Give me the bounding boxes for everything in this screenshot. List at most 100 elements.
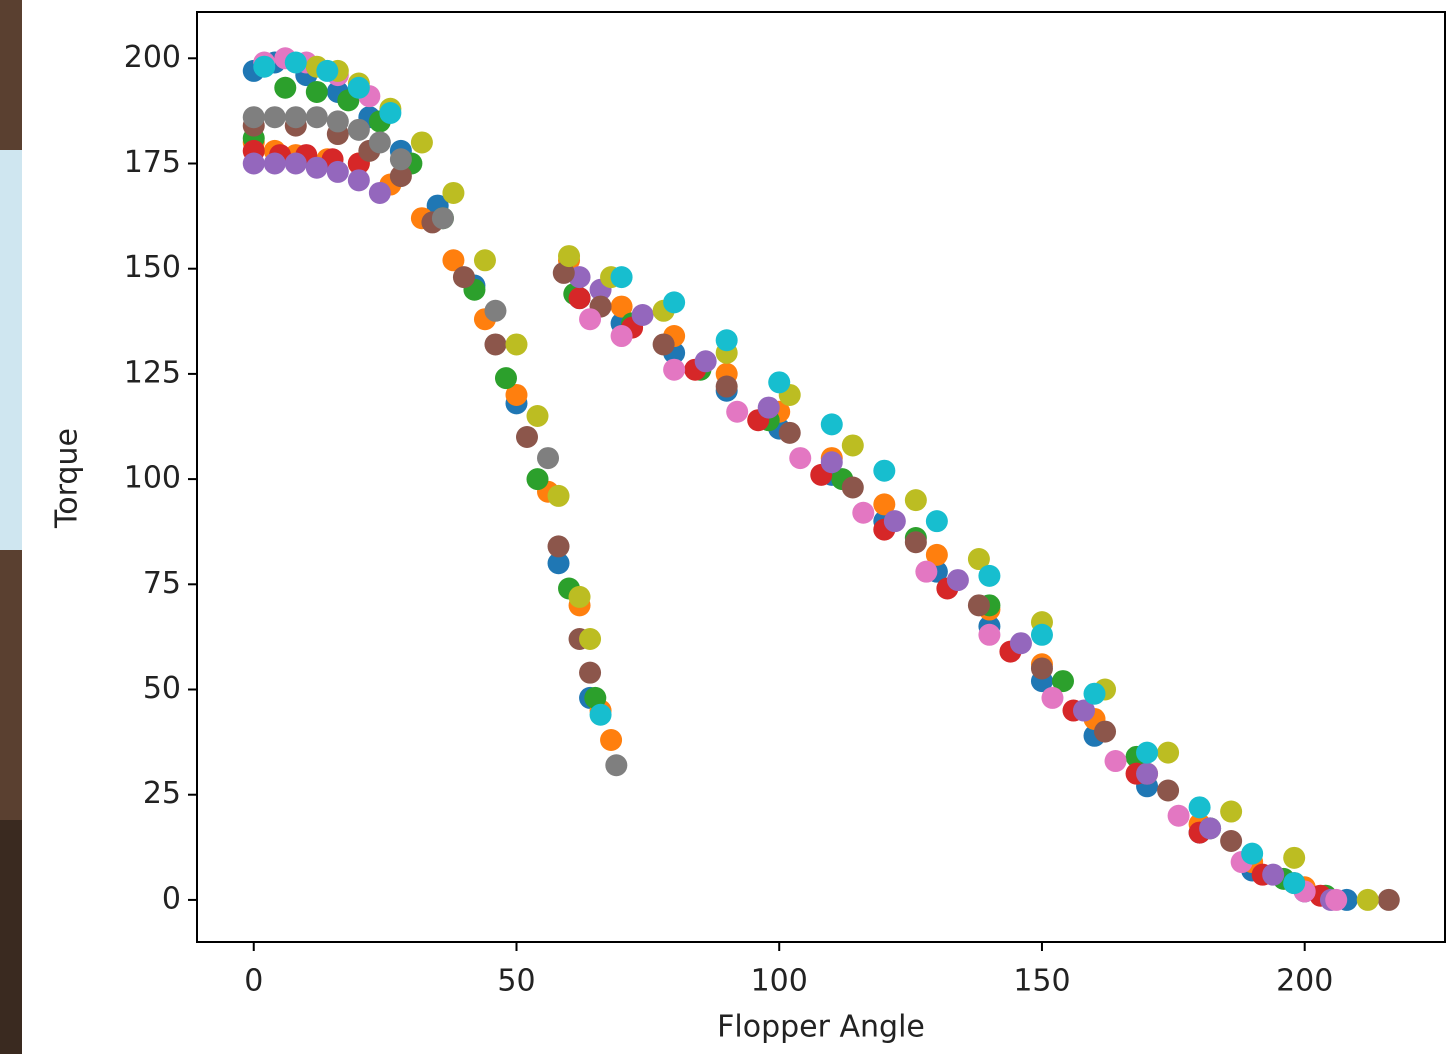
scatter-point [904,531,927,554]
scatter-point [904,489,927,512]
x-tick-label: 50 [497,964,535,999]
scatter-point [484,333,507,356]
x-axis-label: Flopper Angle [717,1010,925,1045]
scatter-point [505,383,528,406]
y-tick-label: 75 [143,566,181,601]
scatter-point [663,358,686,381]
scatter-point [873,459,896,482]
scatter-point [600,729,623,752]
scatter-point [1051,670,1074,693]
scatter-point [605,754,628,777]
scatter-point [552,261,575,284]
scatter-point [579,661,602,684]
scatter-point [526,468,549,491]
scatter-point [820,451,843,474]
scatter-point [442,249,465,272]
scatter-point [1167,804,1190,827]
scatter-point [610,325,633,348]
scatter-point [1136,762,1159,785]
y-tick-label: 125 [124,355,181,390]
scatter-point [915,560,938,583]
scatter-point [410,131,433,154]
scatter-point [547,535,570,558]
scatter-point [368,181,391,204]
scatter-point [1241,842,1264,865]
scatter-point [1157,741,1180,764]
scatter-point [925,510,948,533]
scatter-point [579,628,602,651]
scatter-point [1157,779,1180,802]
scatter-point [852,501,875,524]
scatter-point [1072,699,1095,722]
scatter-point [652,333,675,356]
scatter-point [284,51,307,74]
scatter-point [841,434,864,457]
scatter-point [715,329,738,352]
x-tick-label: 0 [244,964,263,999]
scatter-point [967,548,990,571]
scatter-point [558,245,581,268]
scatter-point [379,101,402,124]
scatter-point [494,367,517,390]
scatter-point [778,421,801,444]
scatter-point [610,266,633,289]
scatter-point [1283,846,1306,869]
y-tick-label: 200 [124,40,181,75]
scatter-point [347,76,370,99]
scatter-point [883,510,906,533]
scatter-point [1377,888,1400,911]
scatter-point [946,569,969,592]
scatter-point [505,333,528,356]
scatter-point [1220,800,1243,823]
scatter-point [547,484,570,507]
scatter-point [579,308,602,331]
scatter-point [1041,686,1064,709]
scatter-point [274,76,297,99]
scatter-point [347,169,370,192]
scatter-point [610,295,633,318]
scatter-point [568,287,591,310]
scatter-point [1220,830,1243,853]
scatter-point [1083,682,1106,705]
scatter-point [694,350,717,373]
x-tick-label: 150 [1013,964,1070,999]
scatter-point [305,106,328,129]
scatter-point [978,623,1001,646]
marks [242,47,1400,911]
scatter-point [715,375,738,398]
scatter-point [537,447,560,470]
scatter-point [584,686,607,709]
background-photo [0,820,22,1054]
scatter-point [242,152,265,175]
scatter-point [820,413,843,436]
scatter-point [326,160,349,183]
scatter-point [663,291,686,314]
scatter-point [789,447,812,470]
scatter-point [1356,888,1379,911]
scatter-point [389,165,412,188]
scatter-point [547,552,570,575]
scatter-point [841,476,864,499]
scatter-point [925,543,948,566]
scatter-point [1136,741,1159,764]
scatter-point [1283,872,1306,895]
x-tick-label: 200 [1276,964,1333,999]
scatter-point [452,266,475,289]
scatter-point [242,106,265,129]
scatter-point [978,564,1001,587]
y-tick-label: 100 [124,461,181,496]
scatter-point [631,303,654,326]
scatter-point [1199,817,1222,840]
scatter-point [284,152,307,175]
scatter-point [484,299,507,322]
scatter-point [768,371,791,394]
scatter-point [1009,632,1032,655]
background-photo [0,150,22,550]
scatter-point [253,55,276,78]
y-tick-label: 175 [124,145,181,180]
scatter-point [1325,888,1348,911]
scatter-point [284,106,307,129]
scatter-point [263,152,286,175]
scatter-point [368,131,391,154]
